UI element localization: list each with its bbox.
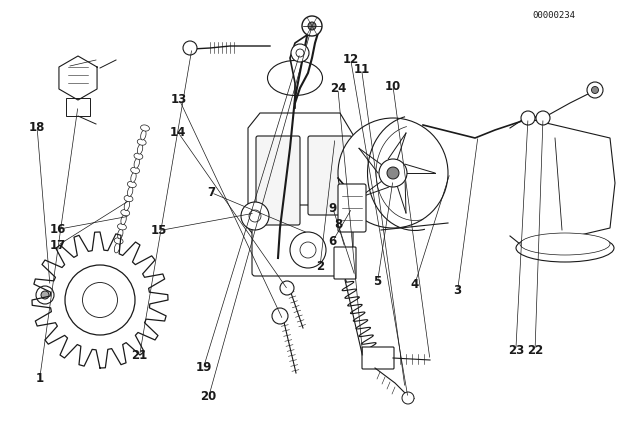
Text: 1: 1 bbox=[36, 372, 44, 385]
Text: 4: 4 bbox=[411, 278, 419, 291]
Circle shape bbox=[183, 41, 197, 55]
Text: 14: 14 bbox=[170, 125, 186, 139]
FancyBboxPatch shape bbox=[338, 184, 366, 232]
Ellipse shape bbox=[115, 243, 120, 253]
Ellipse shape bbox=[134, 153, 143, 159]
Text: 23: 23 bbox=[508, 344, 524, 357]
Text: 22: 22 bbox=[527, 344, 543, 357]
FancyBboxPatch shape bbox=[252, 205, 353, 276]
Text: 5: 5 bbox=[374, 275, 381, 288]
Ellipse shape bbox=[141, 125, 149, 131]
Circle shape bbox=[272, 308, 288, 324]
Circle shape bbox=[290, 232, 326, 268]
Circle shape bbox=[36, 286, 54, 304]
Text: 16: 16 bbox=[49, 223, 66, 236]
Circle shape bbox=[536, 111, 550, 125]
Circle shape bbox=[587, 82, 603, 98]
Text: 2: 2 bbox=[316, 260, 324, 273]
Ellipse shape bbox=[121, 210, 130, 216]
Text: 20: 20 bbox=[200, 390, 217, 404]
FancyBboxPatch shape bbox=[334, 247, 356, 279]
Text: 12: 12 bbox=[342, 53, 359, 66]
Circle shape bbox=[521, 111, 535, 125]
Circle shape bbox=[302, 16, 322, 36]
Ellipse shape bbox=[141, 130, 146, 140]
Ellipse shape bbox=[124, 195, 133, 202]
Text: 24: 24 bbox=[330, 82, 346, 95]
Ellipse shape bbox=[121, 215, 126, 224]
Ellipse shape bbox=[268, 60, 323, 95]
Circle shape bbox=[379, 159, 407, 187]
Circle shape bbox=[280, 281, 294, 295]
Ellipse shape bbox=[134, 159, 140, 168]
Text: 8: 8 bbox=[334, 217, 342, 231]
Polygon shape bbox=[248, 113, 355, 243]
Circle shape bbox=[291, 44, 309, 62]
FancyBboxPatch shape bbox=[308, 136, 352, 215]
Circle shape bbox=[402, 392, 414, 404]
Circle shape bbox=[296, 49, 304, 57]
FancyBboxPatch shape bbox=[66, 98, 90, 116]
Ellipse shape bbox=[131, 172, 136, 182]
Text: 13: 13 bbox=[171, 93, 188, 106]
Ellipse shape bbox=[114, 238, 123, 244]
Text: 10: 10 bbox=[385, 79, 401, 93]
Circle shape bbox=[300, 242, 316, 258]
Polygon shape bbox=[59, 56, 97, 100]
Text: 21: 21 bbox=[131, 349, 148, 362]
Ellipse shape bbox=[131, 167, 140, 173]
Circle shape bbox=[241, 202, 269, 230]
Text: 3: 3 bbox=[454, 284, 461, 297]
Circle shape bbox=[308, 22, 316, 30]
Ellipse shape bbox=[127, 187, 133, 196]
Text: 9: 9 bbox=[329, 202, 337, 215]
Ellipse shape bbox=[138, 144, 143, 154]
Circle shape bbox=[591, 86, 598, 94]
Ellipse shape bbox=[127, 181, 136, 188]
Circle shape bbox=[338, 118, 448, 228]
Text: 15: 15 bbox=[150, 224, 167, 237]
Ellipse shape bbox=[118, 229, 123, 239]
Text: 6: 6 bbox=[329, 234, 337, 248]
Text: 11: 11 bbox=[353, 63, 370, 76]
Circle shape bbox=[41, 291, 49, 299]
Circle shape bbox=[387, 167, 399, 179]
Text: 19: 19 bbox=[195, 361, 212, 374]
Ellipse shape bbox=[124, 201, 129, 211]
Text: 7: 7 bbox=[207, 186, 215, 199]
Ellipse shape bbox=[520, 233, 610, 255]
Text: 00000234: 00000234 bbox=[532, 11, 575, 20]
Ellipse shape bbox=[137, 139, 146, 145]
FancyBboxPatch shape bbox=[256, 136, 300, 225]
FancyBboxPatch shape bbox=[362, 347, 394, 369]
Polygon shape bbox=[510, 118, 615, 248]
Ellipse shape bbox=[516, 234, 614, 262]
Text: 18: 18 bbox=[29, 121, 45, 134]
Text: 17: 17 bbox=[49, 239, 66, 252]
Ellipse shape bbox=[118, 224, 126, 230]
Circle shape bbox=[249, 210, 261, 222]
